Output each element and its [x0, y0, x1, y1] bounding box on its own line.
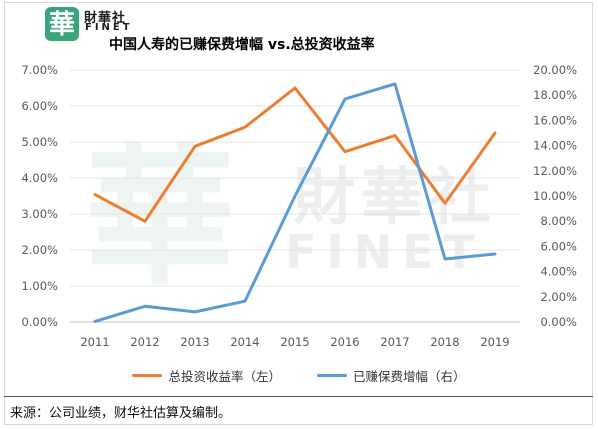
x-tick-label: 2012	[130, 335, 159, 349]
source-note: 来源：公司业绩，财华社估算及编制。	[10, 406, 232, 421]
left-tick-label: 7.00%	[21, 63, 58, 77]
brand-name: 財華社	[84, 11, 127, 26]
legend-swatch	[317, 374, 347, 377]
legend: 总投资收益率（左） 已赚保费增幅（右）	[0, 366, 598, 385]
x-tick-label: 2011	[80, 335, 109, 349]
right-tick-label: 12.00%	[533, 164, 577, 178]
left-tick-label: 3.00%	[21, 207, 58, 221]
x-tick-label: 2016	[330, 335, 359, 349]
watermark-glyph: 華	[85, 130, 235, 306]
legend-swatch	[132, 374, 163, 377]
x-tick-label: 2017	[380, 335, 409, 349]
left-tick-label: 1.00%	[21, 279, 58, 293]
x-tick-label: 2014	[230, 335, 259, 349]
right-tick-label: 4.00%	[540, 265, 577, 279]
watermark-name-en: FINET	[285, 225, 485, 279]
left-tick-label: 5.00%	[21, 135, 58, 149]
x-tick-label: 2015	[280, 335, 309, 349]
legend-label: 已赚保费增幅（右）	[353, 369, 466, 384]
right-tick-label: 2.00%	[540, 290, 577, 304]
left-tick-label: 0.00%	[21, 315, 58, 329]
right-tick-label: 10.00%	[533, 189, 577, 203]
watermark-name: 財華社	[293, 160, 497, 233]
right-tick-label: 6.00%	[540, 239, 577, 253]
brand-name-en: FINET	[85, 22, 133, 33]
right-tick-label: 0.00%	[540, 315, 577, 329]
right-tick-label: 8.00%	[540, 214, 577, 228]
x-axis: 2011 2012 2013 2014 2015 2016 2017 2018 2019	[80, 335, 509, 349]
legend-item-investment-yield: 总投资收益率（左）	[132, 366, 281, 385]
legend-item-premium-growth: 已赚保费增幅（右）	[317, 366, 466, 385]
right-tick-label: 14.00%	[533, 139, 577, 153]
gridlines	[70, 69, 520, 323]
right-tick-label: 20.00%	[533, 63, 577, 77]
brand-logo: 華	[45, 7, 79, 41]
svg-text:華: 華	[49, 10, 75, 40]
chart-title: 中国人寿的已赚保费增幅 vs.总投资收益率	[109, 37, 375, 53]
x-tick-label: 2018	[430, 335, 459, 349]
x-tick-label: 2013	[180, 335, 209, 349]
right-tick-label: 18.00%	[533, 88, 577, 102]
left-tick-label: 2.00%	[21, 243, 58, 257]
right-tick-label: 16.00%	[533, 113, 577, 127]
legend-label: 总投资收益率（左）	[168, 369, 281, 384]
left-axis: 0.00% 1.00% 2.00% 3.00% 4.00% 5.00% 6.00% 7.00%	[21, 63, 58, 329]
left-tick-label: 4.00%	[21, 171, 58, 185]
x-tick-label: 2019	[480, 335, 509, 349]
left-tick-label: 6.00%	[21, 99, 58, 113]
series-layer	[93, 82, 497, 323]
source-divider	[4, 396, 593, 397]
right-axis: 0.00% 2.00% 4.00% 6.00% 8.00% 10.00% 12.00% 14.…	[533, 63, 577, 329]
